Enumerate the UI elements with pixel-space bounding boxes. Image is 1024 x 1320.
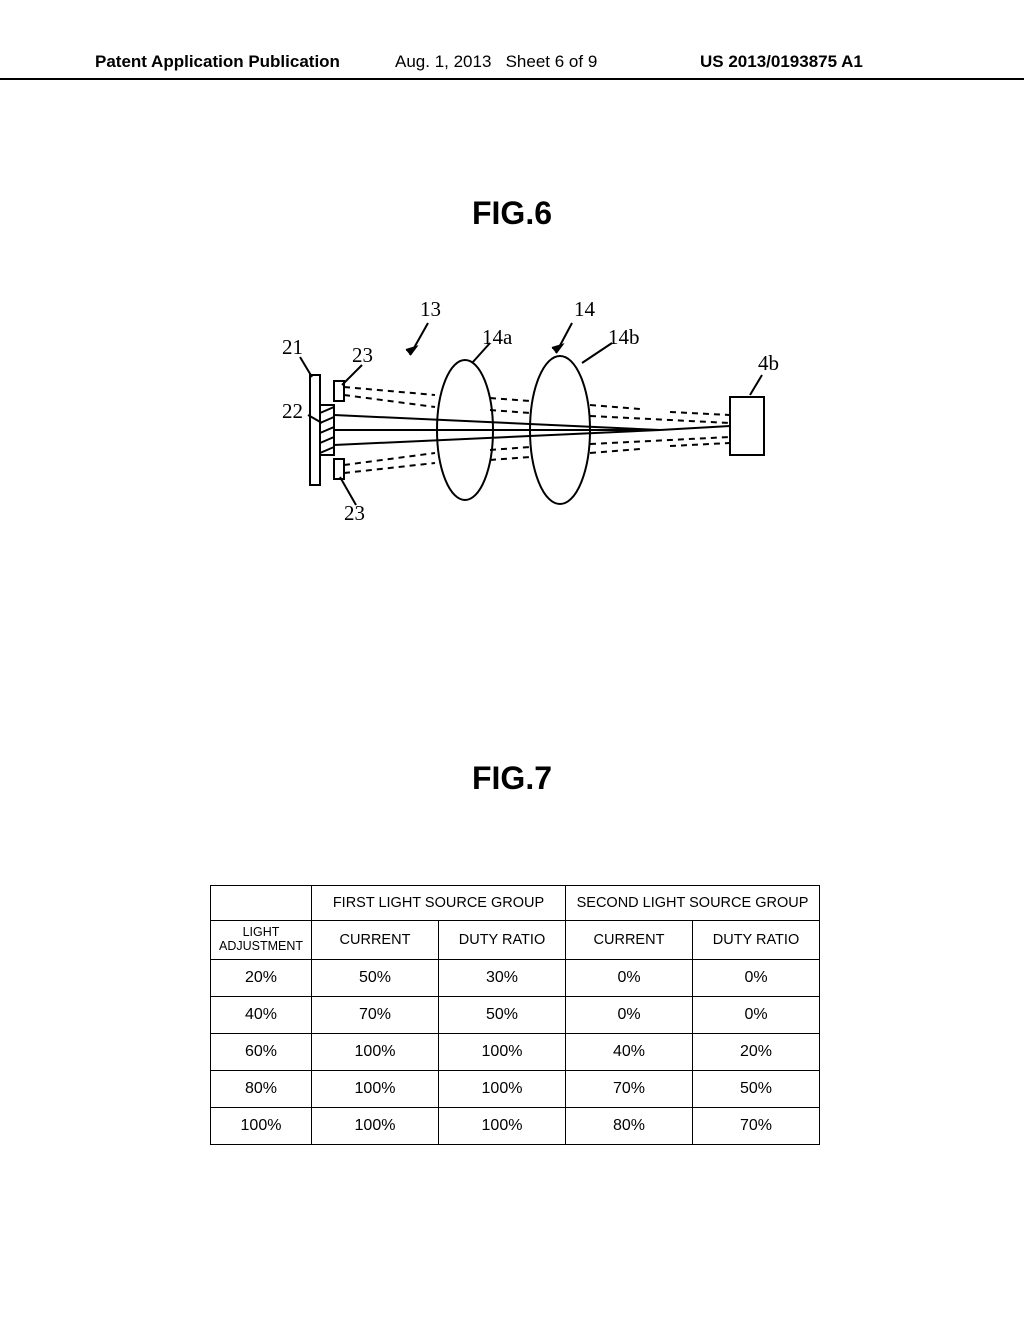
cell-adj: 40% (211, 997, 312, 1034)
cell-c2: 0% (566, 960, 693, 997)
table-row: 100% 100% 100% 80% 70% (211, 1108, 820, 1145)
cell-c2: 70% (566, 1071, 693, 1108)
cell-d1: 30% (439, 960, 566, 997)
cell-d2: 0% (693, 997, 820, 1034)
cell-adj: 60% (211, 1034, 312, 1071)
label-22: 22 (282, 399, 303, 424)
hdr-duty-1: DUTY RATIO (439, 921, 566, 960)
table-row: 40% 70% 50% 0% 0% (211, 997, 820, 1034)
cell-c2: 40% (566, 1034, 693, 1071)
cell-c1: 100% (312, 1108, 439, 1145)
figure-6-diagram: 21 22 23 23 13 14a 14 14b 4b (260, 295, 800, 545)
figure-7-table-wrap: FIRST LIGHT SOURCE GROUP SECOND LIGHT SO… (210, 885, 820, 1145)
hdr-current-1: CURRENT (312, 921, 439, 960)
cell-d2: 0% (693, 960, 820, 997)
table-row: 60% 100% 100% 40% 20% (211, 1034, 820, 1071)
label-21: 21 (282, 335, 303, 360)
table-row: 80% 100% 100% 70% 50% (211, 1071, 820, 1108)
cell-adj: 100% (211, 1108, 312, 1145)
cell-c1: 50% (312, 960, 439, 997)
table-header-row-1: FIRST LIGHT SOURCE GROUP SECOND LIGHT SO… (211, 886, 820, 921)
table-row: 20% 50% 30% 0% 0% (211, 960, 820, 997)
cell-c2: 80% (566, 1108, 693, 1145)
cell-d1: 50% (439, 997, 566, 1034)
label-23-top: 23 (352, 343, 373, 368)
cell-d2: 20% (693, 1034, 820, 1071)
cell-c1: 100% (312, 1071, 439, 1108)
header-date-sheet: Aug. 1, 2013 Sheet 6 of 9 (395, 52, 597, 72)
cell-d2: 50% (693, 1071, 820, 1108)
hdr-current-2: CURRENT (566, 921, 693, 960)
cell-d2: 70% (693, 1108, 820, 1145)
hdr-blank (211, 886, 312, 921)
hdr-group-2: SECOND LIGHT SOURCE GROUP (566, 886, 820, 921)
patent-page: Patent Application Publication Aug. 1, 2… (0, 0, 1024, 1320)
optical-diagram-svg (260, 295, 800, 545)
figure-7-title: FIG.7 (0, 760, 1024, 797)
cell-c2: 0% (566, 997, 693, 1034)
light-adjustment-table: FIRST LIGHT SOURCE GROUP SECOND LIGHT SO… (210, 885, 820, 1145)
label-13: 13 (420, 297, 441, 322)
header-publication: Patent Application Publication (95, 52, 340, 72)
hdr-group-1: FIRST LIGHT SOURCE GROUP (312, 886, 566, 921)
label-14a: 14a (482, 325, 512, 350)
figure-6-title: FIG.6 (0, 195, 1024, 232)
label-14b: 14b (608, 325, 640, 350)
table-header-row-2: LIGHTADJUSTMENT CURRENT DUTY RATIO CURRE… (211, 921, 820, 960)
page-header: Patent Application Publication Aug. 1, 2… (0, 78, 1024, 84)
cell-d1: 100% (439, 1034, 566, 1071)
cell-c1: 100% (312, 1034, 439, 1071)
cell-adj: 20% (211, 960, 312, 997)
header-pubno: US 2013/0193875 A1 (700, 52, 863, 72)
cell-adj: 80% (211, 1071, 312, 1108)
cell-d1: 100% (439, 1071, 566, 1108)
hdr-adjustment: LIGHTADJUSTMENT (211, 921, 312, 960)
hdr-duty-2: DUTY RATIO (693, 921, 820, 960)
cell-d1: 100% (439, 1108, 566, 1145)
label-14: 14 (574, 297, 595, 322)
label-4b: 4b (758, 351, 779, 376)
label-23-bot: 23 (344, 501, 365, 526)
cell-c1: 70% (312, 997, 439, 1034)
